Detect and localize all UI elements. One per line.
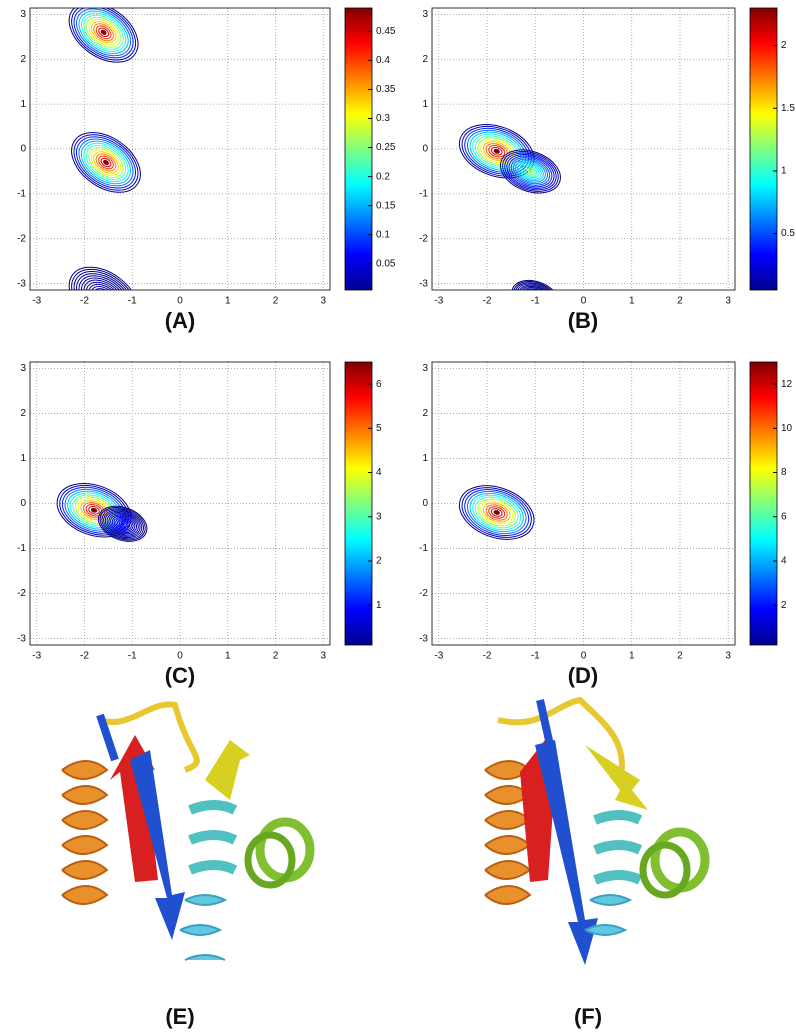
y-tick-label: -3 bbox=[17, 633, 26, 644]
y-tick-label: -1 bbox=[17, 189, 26, 200]
colorbar-tick-label: 6 bbox=[781, 511, 787, 522]
colorbar-tick-label: 1 bbox=[376, 600, 382, 611]
x-tick-label: -3 bbox=[434, 651, 443, 662]
y-tick-label: -3 bbox=[17, 278, 26, 289]
x-tick-label: 3 bbox=[725, 651, 731, 662]
figure: (E) (F) -3-2-10123-3-2-101230.050.10.150… bbox=[0, 0, 796, 1033]
protein-structure-e bbox=[62, 704, 310, 960]
panel-label: (E) bbox=[165, 1004, 194, 1029]
x-tick-label: 2 bbox=[677, 651, 683, 662]
colorbar-tick-label: 0.4 bbox=[376, 55, 390, 66]
colorbar-tick-label: 4 bbox=[376, 467, 382, 478]
panel-label: (C) bbox=[165, 663, 196, 688]
x-tick-label: 2 bbox=[677, 296, 683, 307]
colorbar-tick-label: 0.05 bbox=[376, 258, 396, 269]
colorbar-tick-label: 2 bbox=[781, 40, 787, 51]
x-tick-label: -2 bbox=[483, 651, 492, 662]
y-tick-label: 2 bbox=[20, 408, 26, 419]
colorbar-tick-label: 3 bbox=[376, 511, 382, 522]
x-tick-label: -3 bbox=[32, 651, 41, 662]
colorbar-tick-label: 6 bbox=[376, 379, 382, 390]
x-tick-label: -3 bbox=[32, 296, 41, 307]
colorbar-tick-label: 0.1 bbox=[376, 229, 390, 240]
x-tick-label: 1 bbox=[629, 296, 635, 307]
contour-line bbox=[94, 288, 113, 306]
x-tick-label: 1 bbox=[629, 651, 635, 662]
x-tick-label: 2 bbox=[273, 651, 279, 662]
x-tick-label: 1 bbox=[225, 296, 231, 307]
x-tick-label: 3 bbox=[725, 296, 731, 307]
x-tick-label: -1 bbox=[128, 296, 137, 307]
x-tick-label: -2 bbox=[80, 651, 89, 662]
y-tick-label: 1 bbox=[20, 99, 26, 110]
x-tick-label: 1 bbox=[225, 651, 231, 662]
colorbar-tick-label: 10 bbox=[781, 423, 793, 434]
y-tick-label: 1 bbox=[20, 453, 26, 464]
y-tick-label: -2 bbox=[17, 233, 26, 244]
x-tick-label: -1 bbox=[531, 651, 540, 662]
colorbar-tick-label: 2 bbox=[781, 600, 787, 611]
y-tick-label: 0 bbox=[20, 498, 26, 509]
y-tick-label: -1 bbox=[419, 189, 428, 200]
peak bbox=[100, 294, 106, 300]
y-tick-label: 2 bbox=[20, 54, 26, 65]
y-tick-label: 0 bbox=[422, 144, 428, 155]
panel-label: (D) bbox=[568, 663, 599, 688]
colorbar-tick-label: 0.35 bbox=[376, 84, 396, 95]
y-tick-label: -3 bbox=[419, 633, 428, 644]
x-tick-label: 0 bbox=[581, 296, 587, 307]
colorbar-tick-label: 8 bbox=[781, 467, 787, 478]
y-tick-label: 1 bbox=[422, 453, 428, 464]
protein-structure-f bbox=[485, 700, 705, 965]
x-tick-label: -2 bbox=[483, 296, 492, 307]
panel-label: (B) bbox=[568, 308, 599, 333]
y-tick-label: 0 bbox=[422, 498, 428, 509]
page: {"chart_data": [ {"type": "contour", "la… bbox=[0, 0, 796, 1033]
colorbar-tick-label: 5 bbox=[376, 423, 382, 434]
colorbar-tick-label: 0.15 bbox=[376, 200, 396, 211]
x-tick-label: 0 bbox=[177, 296, 183, 307]
y-tick-label: 3 bbox=[20, 363, 26, 374]
y-tick-label: 2 bbox=[422, 408, 428, 419]
colorbar bbox=[345, 8, 372, 290]
x-tick-label: 3 bbox=[320, 296, 326, 307]
panel-label: (F) bbox=[574, 1004, 602, 1029]
y-tick-label: -2 bbox=[17, 588, 26, 599]
colorbar-tick-label: 1 bbox=[781, 166, 787, 177]
x-tick-label: -1 bbox=[128, 651, 137, 662]
y-tick-label: 2 bbox=[422, 54, 428, 65]
y-tick-label: 3 bbox=[422, 9, 428, 20]
x-tick-label: -2 bbox=[80, 296, 89, 307]
colorbar-tick-label: 0.25 bbox=[376, 142, 396, 153]
y-tick-label: -3 bbox=[419, 278, 428, 289]
x-tick-label: -3 bbox=[434, 296, 443, 307]
colorbar-tick-label: 4 bbox=[781, 556, 787, 567]
colorbar-tick-label: 2 bbox=[376, 556, 382, 567]
y-tick-label: 3 bbox=[422, 363, 428, 374]
x-tick-label: 3 bbox=[320, 651, 326, 662]
panel-label: (A) bbox=[165, 308, 196, 333]
y-tick-label: -1 bbox=[17, 543, 26, 554]
colorbar-tick-label: 12 bbox=[781, 379, 793, 390]
colorbar bbox=[750, 362, 777, 645]
colorbar-tick-label: 1.5 bbox=[781, 103, 795, 114]
y-tick-label: -2 bbox=[419, 233, 428, 244]
colorbar-tick-label: 0.45 bbox=[376, 26, 396, 37]
y-tick-label: -2 bbox=[419, 588, 428, 599]
colorbar-tick-label: 0.3 bbox=[376, 113, 390, 124]
x-tick-label: 0 bbox=[177, 651, 183, 662]
y-tick-label: 0 bbox=[20, 144, 26, 155]
colorbar-tick-label: 0.5 bbox=[781, 228, 795, 239]
colorbar bbox=[750, 8, 777, 290]
x-tick-label: 0 bbox=[581, 651, 587, 662]
y-tick-label: -1 bbox=[419, 543, 428, 554]
y-tick-label: 3 bbox=[20, 9, 26, 20]
contour-line bbox=[97, 291, 110, 303]
colorbar-tick-label: 0.2 bbox=[376, 171, 390, 182]
x-tick-label: 2 bbox=[273, 296, 279, 307]
x-tick-label: -1 bbox=[531, 296, 540, 307]
colorbar bbox=[345, 362, 372, 645]
y-tick-label: 1 bbox=[422, 99, 428, 110]
